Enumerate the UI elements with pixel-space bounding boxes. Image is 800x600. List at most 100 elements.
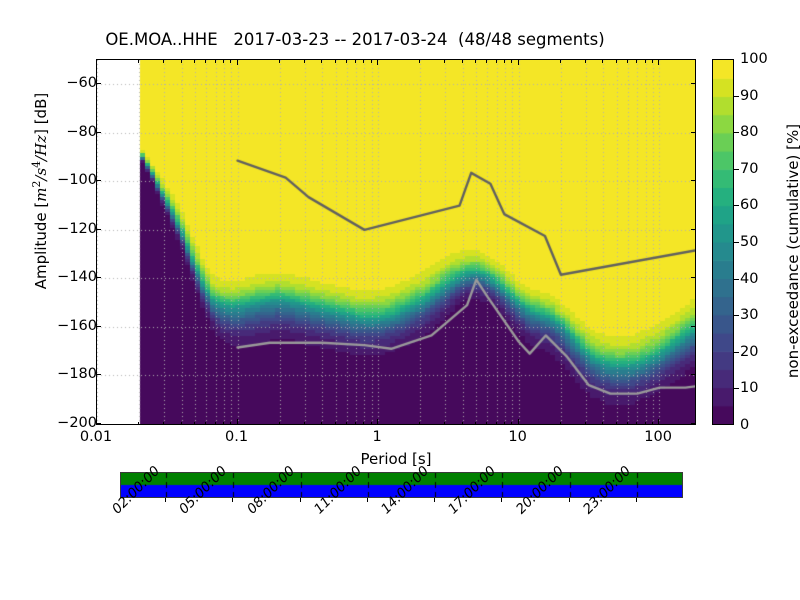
timeline-tick-mark	[232, 498, 233, 502]
x-tick-mark-top	[645, 59, 646, 63]
x-tick-mark-top	[205, 59, 206, 63]
y-tick-label: −160	[57, 317, 97, 334]
y-tick-mark-right	[691, 423, 696, 424]
x-tick-mark-top	[419, 59, 420, 63]
colorbar-tick-label: 60	[740, 197, 759, 214]
x-tick-mark-top	[377, 59, 378, 65]
x-tick-mark	[602, 421, 603, 425]
x-tick-mark-top	[475, 59, 476, 63]
x-tick-mark	[627, 421, 628, 425]
y-tick-mark-right	[691, 180, 696, 181]
y-tick-label: −80	[66, 123, 97, 140]
x-tick-mark	[279, 421, 280, 425]
x-tick-mark-top	[363, 59, 364, 63]
x-tick-mark	[511, 421, 512, 425]
x-tick-mark-top	[194, 59, 195, 63]
x-tick-mark	[363, 421, 364, 425]
timeline-tick-mark	[300, 498, 301, 502]
x-axis-label: Period [s]	[360, 450, 432, 468]
x-tick-mark-top	[511, 59, 512, 63]
x-tick-mark-top	[371, 59, 372, 63]
x-tick-mark-top	[237, 59, 238, 65]
x-tick-mark	[377, 419, 378, 425]
x-tick-mark-top	[636, 59, 637, 63]
colorbar[interactable]	[712, 59, 734, 425]
y-tick-mark	[96, 132, 101, 133]
x-tick-mark	[496, 421, 497, 425]
x-tick-mark	[346, 421, 347, 425]
x-tick-mark-top	[355, 59, 356, 63]
colorbar-tick-label: 50	[740, 234, 759, 250]
x-tick-mark	[504, 421, 505, 425]
x-tick-mark	[560, 421, 561, 425]
colorbar-tick-mark	[734, 352, 739, 353]
y-tick-mark	[96, 374, 101, 375]
y-tick-label: −180	[57, 366, 97, 383]
timeline-tick-mark	[636, 498, 637, 502]
x-tick-mark	[237, 419, 238, 425]
x-tick-mark-top	[560, 59, 561, 63]
timeline-tick-mark	[367, 498, 368, 502]
colorbar-tick-mark	[734, 132, 739, 133]
y-tick-mark-right	[691, 132, 696, 133]
timeline-tick-mark	[501, 498, 502, 502]
x-tick-mark-top	[321, 59, 322, 63]
x-tick-mark	[371, 421, 372, 425]
x-tick-mark	[616, 421, 617, 425]
x-tick-mark-top	[181, 59, 182, 63]
colorbar-tick-label: 30	[740, 307, 759, 324]
colorbar-tick-mark	[734, 169, 739, 170]
y-tick-label: −60	[66, 75, 97, 92]
colorbar-tick-label: 90	[740, 87, 759, 104]
timeline-tick-mark	[165, 498, 166, 502]
y-tick-mark	[96, 277, 101, 278]
x-tick-mark	[462, 421, 463, 425]
x-tick-mark-top	[215, 59, 216, 63]
x-tick-mark	[636, 421, 637, 425]
x-tick-mark	[486, 421, 487, 425]
colorbar-tick-mark	[734, 315, 739, 316]
colorbar-tick-label: 70	[740, 160, 759, 177]
y-tick-mark	[96, 180, 101, 181]
x-tick-mark-top	[444, 59, 445, 63]
x-tick-mark	[304, 421, 305, 425]
x-tick-mark-top	[335, 59, 336, 63]
x-tick-mark	[645, 421, 646, 425]
colorbar-tick-label: 80	[740, 124, 759, 141]
colorbar-tick-mark	[734, 205, 739, 206]
x-tick-mark	[96, 419, 97, 425]
x-tick-mark-top	[279, 59, 280, 63]
x-tick-mark-top	[346, 59, 347, 63]
x-tick-mark-top	[96, 59, 97, 65]
x-tick-mark	[321, 421, 322, 425]
x-tick-mark-top	[223, 59, 224, 63]
x-tick-mark-top	[518, 59, 519, 65]
x-tick-mark	[205, 421, 206, 425]
timeline-tick-mark	[434, 498, 435, 502]
y-axis-label-units: m2/s4/Hz	[30, 134, 50, 202]
x-tick-mark	[419, 421, 420, 425]
timeline-coverage-strip[interactable]	[120, 472, 683, 498]
x-tick-mark	[585, 421, 586, 425]
x-tick-mark	[223, 421, 224, 425]
y-tick-mark	[96, 83, 101, 84]
x-tick-label: 100	[644, 429, 672, 445]
y-tick-label: −140	[57, 269, 97, 286]
x-tick-label: 10	[508, 429, 527, 445]
y-tick-label: −100	[57, 172, 97, 189]
colorbar-tick-label: 20	[740, 343, 759, 360]
x-tick-mark-top	[486, 59, 487, 63]
ppsd-plot-area[interactable]	[96, 59, 696, 425]
colorbar-tick-label: 100	[740, 51, 768, 67]
x-tick-mark-top	[304, 59, 305, 63]
x-tick-mark-top	[462, 59, 463, 63]
colorbar-gradient	[713, 60, 733, 424]
x-tick-mark-top	[652, 59, 653, 63]
x-tick-mark-top	[496, 59, 497, 63]
y-tick-mark-right	[691, 83, 696, 84]
x-tick-mark	[475, 421, 476, 425]
y-tick-mark-right	[691, 277, 696, 278]
timeline-tick-mark	[569, 498, 570, 502]
y-tick-mark	[96, 423, 101, 424]
